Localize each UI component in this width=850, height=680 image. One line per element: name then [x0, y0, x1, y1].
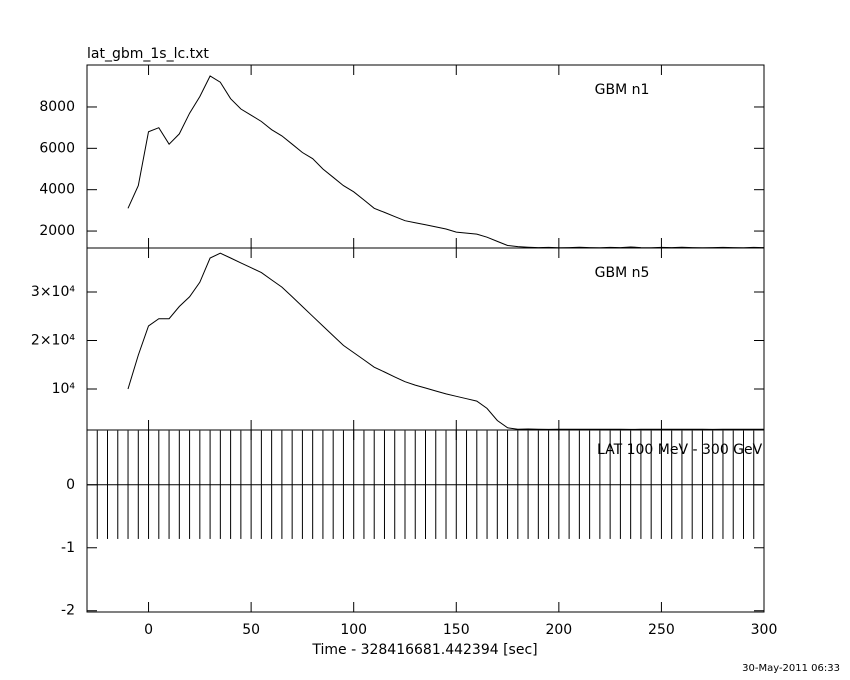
y-tick-label: -2 — [61, 603, 75, 619]
chart-title: lat_gbm_1s_lc.txt — [87, 46, 209, 62]
x-tick-label: 300 — [751, 622, 778, 638]
series-line — [127, 75, 765, 249]
panel-label: GBM n5 — [595, 265, 650, 281]
x-tick-label: 0 — [144, 622, 153, 638]
panel-frame — [86, 64, 765, 249]
x-axis-label: Time - 328416681.442394 [sec] — [311, 642, 537, 658]
y-tick-label: -1 — [61, 540, 75, 556]
y-tick-label: 10⁴ — [52, 381, 76, 397]
x-tick-label: 250 — [648, 622, 675, 638]
series-line — [127, 252, 764, 430]
panel-label: LAT 100 MeV - 300 GeV — [597, 442, 763, 458]
y-tick-label: 4000 — [39, 182, 75, 198]
panel-label: GBM n1 — [595, 82, 650, 98]
y-tick-label: 2×10⁴ — [31, 333, 75, 349]
y-tick-label: 0 — [66, 477, 75, 493]
timestamp: 30-May-2011 06:33 — [742, 663, 840, 674]
x-tick-label: 150 — [443, 622, 470, 638]
y-tick-label: 8000 — [39, 99, 75, 115]
y-tick-label: 6000 — [39, 140, 75, 156]
x-tick-label: 50 — [242, 622, 260, 638]
y-tick-label: 2000 — [39, 223, 75, 239]
x-tick-label: 100 — [340, 622, 367, 638]
panel-frame — [86, 247, 765, 431]
y-tick-label: 3×10⁴ — [31, 284, 75, 300]
x-tick-label: 200 — [545, 622, 572, 638]
